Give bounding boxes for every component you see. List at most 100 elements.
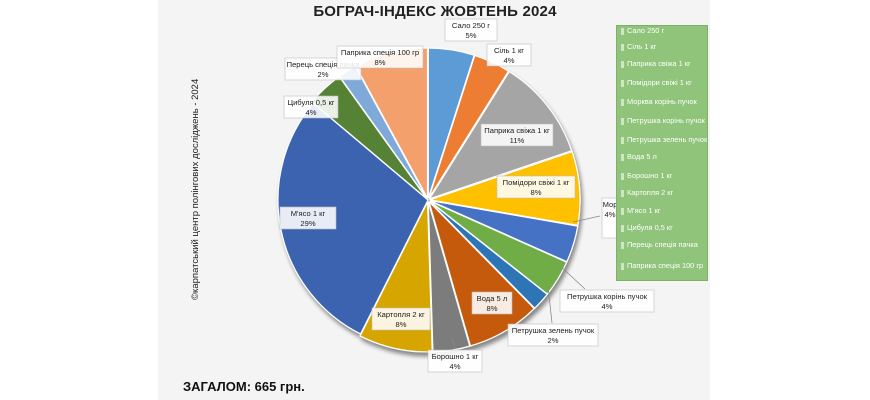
legend-swatch — [621, 208, 624, 215]
legend-item: Сіль 1 кг — [621, 42, 709, 52]
data-label-kartoplia: Картопля 2 кг8% — [371, 307, 431, 331]
data-label-percent: 8% — [396, 320, 407, 329]
data-label-box — [427, 349, 483, 373]
data-label-percent: 4% — [450, 362, 461, 371]
data-label-box — [336, 45, 424, 69]
total-text: ЗАГАЛОМ: 665 грн. — [183, 379, 305, 394]
legend-label: Картопля 2 кг — [627, 188, 674, 197]
legend-item: Морква корінь пучок — [621, 97, 709, 107]
legend-swatch — [621, 44, 624, 51]
data-label-name: М'ясо 1 кг — [291, 209, 326, 218]
legend-swatch — [621, 263, 624, 270]
data-label-box — [496, 175, 576, 199]
data-label-percent: 2% — [548, 336, 559, 345]
legend-label: Помідори свіжі 1 кг — [627, 78, 692, 87]
data-label-name: Цибуля 0,5 кг — [287, 98, 334, 107]
data-label-percent: 11% — [510, 136, 525, 145]
pie-slice-miaso — [277, 102, 429, 335]
data-label-box — [444, 18, 498, 42]
legend-label: Борошно 1 кг — [627, 171, 673, 180]
leader-line-petrushka-korin — [557, 263, 586, 290]
legend-item: Сало 250 г — [621, 26, 709, 36]
legend-swatch — [621, 154, 624, 161]
legend-label: Паприка свіжа 1 кг — [627, 59, 691, 68]
legend-label: Перець спеція пачка — [627, 240, 698, 249]
data-label-name: Паприка свіжа 1 кг — [484, 126, 550, 135]
legend-swatch — [621, 190, 624, 197]
leader-line-petrushka-zelen — [547, 285, 553, 324]
legend-item: Цибуля 0,5 кг — [621, 223, 709, 233]
data-label-sil: Сіль 1 кг4% — [486, 43, 532, 67]
data-label-box — [283, 95, 339, 119]
legend-label: М'ясо 1 кг — [627, 206, 661, 215]
data-label-tsybulia: Цибуля 0,5 кг4% — [283, 95, 339, 119]
data-label-box — [486, 43, 532, 67]
legend-swatch — [621, 173, 624, 180]
legend-item: Паприка спеція 100 гр — [621, 261, 709, 271]
data-label-boroshno: Борошно 1 кг4% — [427, 349, 483, 373]
data-label-percent: 4% — [602, 302, 613, 311]
data-label-voda: Вода 5 л8% — [471, 291, 513, 315]
data-label-percent: 8% — [487, 304, 498, 313]
data-label-name: Картопля 2 кг — [377, 310, 425, 319]
legend-label: Петрушка корінь пучок — [627, 116, 705, 125]
data-label-name: Паприка спеція 100 гр — [341, 48, 419, 57]
data-label-salo: Сало 250 г5% — [444, 18, 498, 42]
leader-line-morkva — [572, 215, 601, 223]
data-label-name: Петрушка зелень пучок — [512, 326, 595, 335]
data-label-box — [480, 123, 554, 147]
legend-item: Борошно 1 кг — [621, 171, 709, 181]
legend-swatch — [621, 118, 624, 125]
legend-swatch — [621, 242, 624, 249]
data-label-box — [471, 291, 513, 315]
legend-label: Петрушка зелень пучок — [627, 135, 708, 144]
data-label-percent: 2% — [318, 70, 329, 79]
data-label-name: Помідори свіжі 1 кг — [503, 178, 570, 187]
data-label-box — [371, 307, 431, 331]
data-label-name: Мор — [603, 200, 618, 209]
legend-swatch — [621, 28, 624, 35]
data-label-percent: 4% — [306, 108, 317, 117]
data-label-pomidory: Помідори свіжі 1 кг8% — [496, 175, 576, 199]
legend-label: Сіль 1 кг — [627, 42, 657, 51]
data-label-paprika-spetsiia: Паприка спеція 100 гр8% — [336, 45, 424, 69]
chart-title: БОГРАЧ-ІНДЕКС ЖОВТЕНЬ 2024 — [313, 3, 557, 20]
legend-item: Вода 5 л — [621, 152, 709, 162]
legend-label: Сало 250 г — [627, 26, 665, 35]
legend-label: Вода 5 л — [627, 152, 657, 161]
data-label-name: Перець спеція пачка — [287, 60, 361, 69]
data-label-percent: 29% — [300, 219, 315, 228]
legend-swatch — [621, 137, 624, 144]
legend-item: Петрушка корінь пучок — [621, 116, 709, 126]
legend-item: Картопля 2 кг — [621, 188, 709, 198]
data-label-percent: 8% — [375, 58, 386, 67]
leader-line-boroshno — [451, 337, 456, 350]
data-label-percent: 4% — [605, 210, 616, 219]
legend-item: М'ясо 1 кг — [621, 206, 709, 216]
data-label-name: Сіль 1 кг — [494, 46, 524, 55]
data-label-name: Борошно 1 кг — [432, 352, 479, 361]
legend-item: Петрушка зелень пучок — [621, 135, 709, 145]
data-label-name: Сало 250 г — [452, 21, 490, 30]
legend-item: Перець спеція пачка — [621, 240, 709, 250]
legend-swatch — [621, 80, 624, 87]
data-label-name: Петрушка корінь пучок — [567, 292, 648, 301]
legend-swatch — [621, 61, 624, 68]
legend-item: Паприка свіжа 1 кг — [621, 59, 709, 69]
data-label-box — [507, 323, 599, 347]
legend-item: Помідори свіжі 1 кг — [621, 78, 709, 88]
data-label-percent: 8% — [531, 188, 542, 197]
legend-label: Морква корінь пучок — [627, 97, 697, 106]
legend-swatch — [621, 225, 624, 232]
data-label-percent: 5% — [466, 31, 477, 40]
chart-legend: Сало 250 г Сіль 1 кг Паприка свіжа 1 кг Пом… — [616, 25, 708, 281]
pie-slice-petrushka-zelen — [429, 200, 549, 310]
legend-label: Цибуля 0,5 кг — [627, 223, 673, 232]
legend-swatch — [621, 99, 624, 106]
data-label-box — [279, 206, 337, 230]
